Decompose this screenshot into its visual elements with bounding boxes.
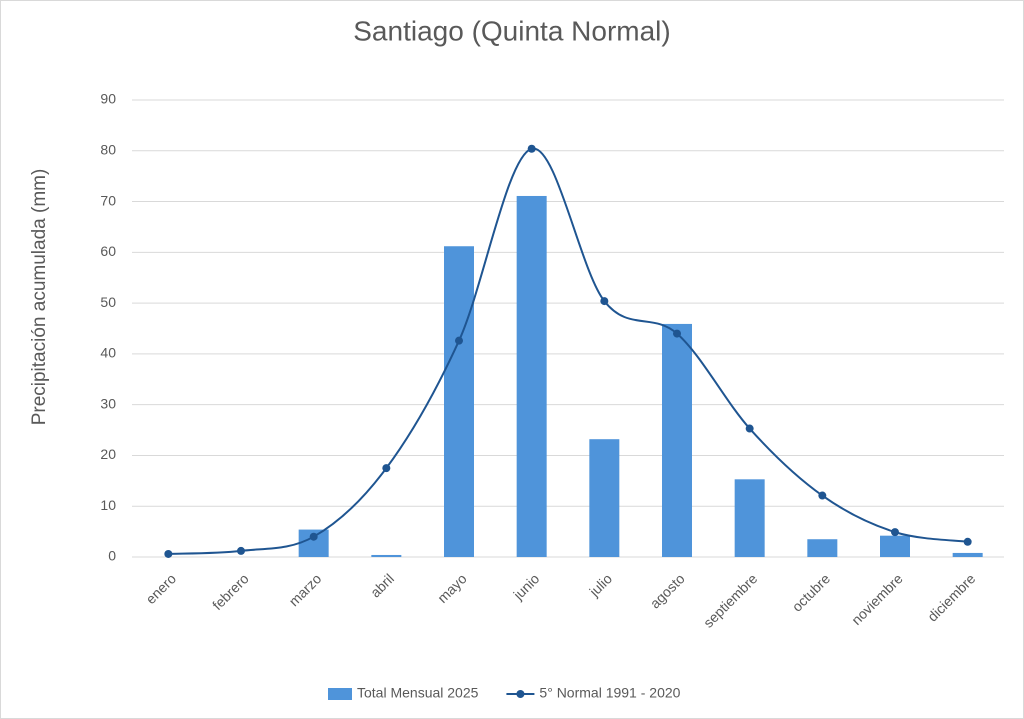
line-marker: [527, 144, 536, 153]
line-marker: [963, 537, 972, 546]
y-tick-label: 30: [100, 395, 116, 411]
line-marker: [673, 329, 681, 338]
line-marker: [818, 491, 827, 500]
line-marker: [164, 549, 173, 558]
bar: [807, 539, 838, 557]
legend-label: Total Mensual 2025: [357, 685, 479, 701]
bar: [880, 535, 910, 557]
bar: [371, 554, 402, 557]
bar: [589, 439, 620, 557]
bar: [516, 195, 547, 557]
legend-swatch: [328, 688, 352, 700]
y-tick-label: 70: [100, 192, 116, 208]
line-marker: [600, 297, 609, 306]
y-axis-label: Precipitación acumulada (mm): [29, 169, 50, 426]
y-tick-label: 40: [100, 345, 116, 361]
y-tick-label: 80: [100, 141, 116, 157]
y-tick-label: 0: [108, 548, 116, 564]
y-tick-label: 90: [100, 91, 116, 107]
y-tick-label: 60: [100, 243, 116, 259]
line-marker: [891, 528, 899, 537]
line-marker: [745, 424, 754, 433]
y-tick-label: 10: [100, 497, 116, 513]
chart-title: Santiago (Quinta Normal): [353, 15, 670, 46]
line-marker: [382, 464, 391, 473]
line-marker: [309, 532, 318, 541]
legend-swatch: [516, 690, 525, 698]
bar: [734, 479, 765, 557]
bar: [662, 323, 692, 557]
bar: [444, 246, 474, 558]
bar: [952, 552, 983, 557]
line-marker: [237, 546, 245, 555]
line-marker: [455, 336, 463, 345]
y-tick-label: 50: [100, 294, 116, 310]
y-tick-label: 20: [100, 446, 116, 462]
legend-label: 5° Normal 1991 - 2020: [539, 685, 680, 701]
